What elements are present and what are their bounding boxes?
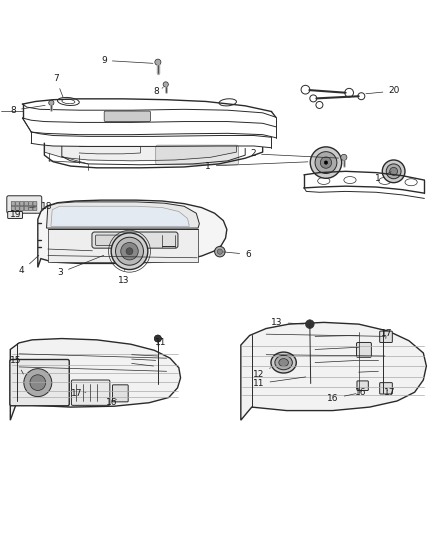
- Text: 15: 15: [11, 356, 23, 374]
- FancyBboxPatch shape: [20, 201, 24, 206]
- FancyBboxPatch shape: [71, 380, 110, 405]
- FancyBboxPatch shape: [28, 201, 32, 206]
- Text: 17: 17: [381, 329, 392, 338]
- Polygon shape: [48, 229, 198, 262]
- Polygon shape: [11, 338, 180, 420]
- Polygon shape: [46, 202, 199, 228]
- Text: 1: 1: [375, 172, 391, 183]
- FancyBboxPatch shape: [11, 201, 15, 206]
- Text: 4: 4: [19, 255, 39, 276]
- Text: 8: 8: [153, 87, 163, 96]
- FancyBboxPatch shape: [10, 359, 69, 406]
- Text: 18: 18: [30, 202, 53, 211]
- Text: 11: 11: [253, 377, 306, 388]
- Polygon shape: [241, 322, 426, 420]
- Text: 8: 8: [11, 106, 45, 115]
- Circle shape: [116, 237, 144, 265]
- FancyBboxPatch shape: [380, 331, 392, 343]
- Text: 2: 2: [251, 149, 339, 158]
- Circle shape: [49, 100, 54, 106]
- FancyBboxPatch shape: [11, 206, 15, 211]
- Polygon shape: [38, 200, 227, 268]
- Circle shape: [390, 167, 398, 175]
- Circle shape: [154, 335, 161, 342]
- Circle shape: [24, 369, 52, 397]
- Text: 17: 17: [71, 389, 86, 398]
- FancyBboxPatch shape: [24, 201, 28, 206]
- FancyBboxPatch shape: [357, 381, 368, 391]
- Circle shape: [217, 249, 223, 254]
- Circle shape: [111, 233, 148, 270]
- Polygon shape: [44, 147, 237, 161]
- Text: 16: 16: [106, 398, 118, 407]
- Circle shape: [163, 82, 168, 87]
- Text: 6: 6: [223, 250, 251, 259]
- Circle shape: [324, 161, 328, 164]
- Circle shape: [315, 152, 337, 174]
- FancyBboxPatch shape: [8, 212, 22, 219]
- Circle shape: [215, 246, 225, 257]
- FancyBboxPatch shape: [92, 232, 178, 248]
- Text: 12: 12: [253, 368, 271, 379]
- Circle shape: [30, 375, 46, 391]
- Text: 19: 19: [11, 211, 22, 220]
- Circle shape: [320, 157, 332, 168]
- Text: 11: 11: [155, 338, 167, 348]
- FancyBboxPatch shape: [28, 206, 32, 211]
- Text: 7: 7: [53, 74, 63, 97]
- Ellipse shape: [275, 356, 292, 370]
- Circle shape: [155, 59, 161, 65]
- Polygon shape: [51, 206, 189, 227]
- Text: 20: 20: [366, 86, 400, 95]
- FancyBboxPatch shape: [33, 206, 37, 211]
- Circle shape: [386, 164, 401, 179]
- Circle shape: [382, 160, 405, 183]
- Circle shape: [305, 320, 314, 328]
- FancyBboxPatch shape: [15, 206, 19, 211]
- Circle shape: [310, 147, 342, 179]
- FancyBboxPatch shape: [33, 201, 37, 206]
- Text: 13: 13: [118, 269, 129, 285]
- FancyBboxPatch shape: [380, 383, 392, 394]
- FancyBboxPatch shape: [104, 111, 150, 122]
- Text: 3: 3: [57, 255, 104, 277]
- FancyBboxPatch shape: [113, 385, 128, 402]
- Circle shape: [121, 243, 138, 260]
- FancyBboxPatch shape: [155, 145, 239, 165]
- FancyBboxPatch shape: [95, 235, 122, 246]
- Text: 17: 17: [384, 387, 396, 397]
- FancyBboxPatch shape: [20, 206, 24, 211]
- FancyBboxPatch shape: [15, 201, 19, 206]
- Circle shape: [126, 248, 133, 255]
- Text: 9: 9: [101, 56, 153, 65]
- FancyBboxPatch shape: [7, 196, 42, 213]
- Text: 13: 13: [272, 318, 304, 327]
- Circle shape: [341, 154, 347, 160]
- Circle shape: [154, 335, 161, 342]
- FancyBboxPatch shape: [357, 343, 371, 357]
- FancyBboxPatch shape: [24, 206, 28, 211]
- Ellipse shape: [279, 359, 288, 367]
- Text: 1: 1: [205, 161, 308, 171]
- Text: 16: 16: [355, 387, 367, 397]
- Ellipse shape: [271, 352, 296, 373]
- Text: 16: 16: [327, 394, 356, 403]
